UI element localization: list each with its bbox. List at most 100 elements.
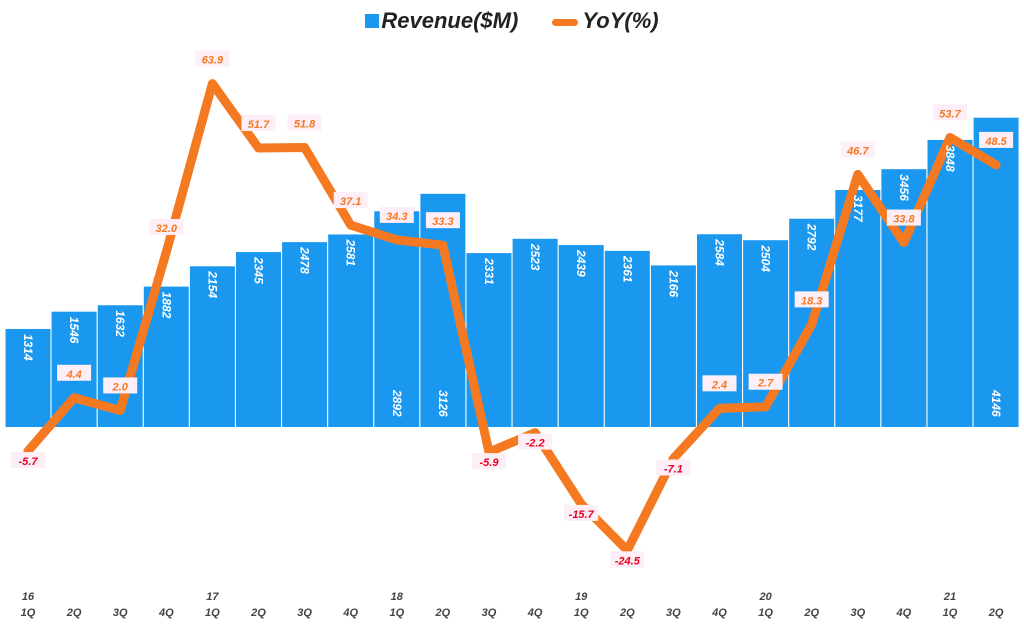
yoy-data-label: 33.8 xyxy=(893,214,915,226)
yoy-label-bg xyxy=(979,131,1014,148)
yoy-label-bg xyxy=(149,219,184,236)
revenue-bar xyxy=(650,265,696,427)
x-quarter-label: 4Q xyxy=(711,607,727,619)
yoy-label-bg xyxy=(840,141,875,158)
revenue-bar xyxy=(282,242,328,427)
x-quarter-label: 4Q xyxy=(158,607,174,619)
revenue-data-label: 2154 xyxy=(205,270,219,298)
revenue-data-label: 2892 xyxy=(390,389,404,417)
yoy-label-bg xyxy=(564,504,599,521)
x-quarter-label: 1Q xyxy=(389,607,404,619)
legend-yoy-label: YoY(%) xyxy=(582,8,659,33)
revenue-bar xyxy=(374,211,420,427)
yoy-data-label: 51.8 xyxy=(294,118,316,130)
revenue-data-label: 2345 xyxy=(252,256,266,284)
x-quarter-label: 1Q xyxy=(943,607,958,619)
x-quarter-label: 2Q xyxy=(619,607,635,619)
x-quarter-label: 2Q xyxy=(988,607,1004,619)
yoy-data-label: 48.5 xyxy=(984,136,1007,148)
yoy-data-label: -7.1 xyxy=(664,463,683,475)
x-quarter-label: 3Q xyxy=(482,607,497,619)
revenue-bar xyxy=(927,139,973,427)
x-quarter-label: 1Q xyxy=(758,607,773,619)
yoy-data-label: 46.7 xyxy=(846,145,869,157)
yoy-label-bg xyxy=(702,375,737,392)
legend-line-swatch xyxy=(552,18,579,26)
x-quarter-label: 3Q xyxy=(850,607,865,619)
yoy-series xyxy=(23,79,1001,555)
yoy-data-label: 34.3 xyxy=(386,211,407,223)
yoy-label-bg xyxy=(518,433,553,450)
yoy-label-bg xyxy=(287,114,322,131)
revenue-bar xyxy=(604,250,650,427)
revenue-bar xyxy=(697,234,742,427)
revenue-bars xyxy=(5,117,1019,427)
yoy-data-label: -5.9 xyxy=(480,457,500,469)
yoy-labels: -5.7 4.4 2.0 32.0 63.9 51.7 51.8 37.1 34.3 33.3 -5… xyxy=(11,50,1014,568)
x-quarter-label: 4Q xyxy=(342,607,358,619)
yoy-label-bg xyxy=(425,212,460,229)
revenue-data-label: 1314 xyxy=(21,334,35,361)
yoy-label-bg xyxy=(933,104,967,121)
legend-bar-swatch xyxy=(365,14,380,28)
revenue-data-label: 1632 xyxy=(113,310,127,337)
yoy-data-label: 2.7 xyxy=(757,378,774,390)
x-quarter-label: 3Q xyxy=(297,607,312,619)
x-quarter-label: 1Q xyxy=(205,607,220,619)
yoy-line xyxy=(23,79,1001,555)
revenue-data-label: 3177 xyxy=(851,195,865,223)
revenue-data-label: 2478 xyxy=(298,246,312,274)
x-year-label: 20 xyxy=(758,591,772,603)
x-year-label: 16 xyxy=(22,591,35,603)
x-quarter-label: 4Q xyxy=(527,607,543,619)
yoy-data-label: -15.7 xyxy=(569,509,595,521)
revenue-data-label: 3848 xyxy=(943,145,957,172)
yoy-data-label: 63.9 xyxy=(202,55,224,67)
yoy-data-label: 2.0 xyxy=(112,381,129,393)
revenue-bar xyxy=(558,245,604,427)
revenue-data-label: 1882 xyxy=(159,292,173,319)
x-quarter-label: 1Q xyxy=(574,607,589,619)
x-quarter-label: 2Q xyxy=(66,607,82,619)
revenue-data-label: 3126 xyxy=(436,390,450,417)
yoy-label-bg xyxy=(886,209,921,226)
yoy-data-label: -5.7 xyxy=(19,456,39,468)
legend-revenue: Revenue($M) xyxy=(365,8,518,33)
yoy-label-bg xyxy=(610,551,645,568)
yoy-data-label: 53.7 xyxy=(939,108,961,120)
x-quarter-label: 1Q xyxy=(21,607,36,619)
revenue-data-label: 2584 xyxy=(713,238,727,266)
yoy-label-bg xyxy=(195,50,230,67)
revenue-data-label: 2792 xyxy=(805,223,819,251)
yoy-label-bg xyxy=(379,206,414,223)
x-year-label: 21 xyxy=(943,591,956,603)
revenue-bar xyxy=(512,238,558,427)
yoy-data-label: -24.5 xyxy=(615,555,641,567)
x-quarter-label: 2Q xyxy=(435,607,451,619)
yoy-label-bg xyxy=(57,364,92,381)
x-quarter-label: 3Q xyxy=(666,607,681,619)
legend-revenue-label: Revenue($M) xyxy=(381,8,519,33)
legend-yoy: YoY(%) xyxy=(552,8,659,33)
legend: Revenue($M) YoY(%) xyxy=(0,8,1024,34)
revenue-bar xyxy=(743,240,789,427)
yoy-label-bg xyxy=(103,377,138,394)
revenue-data-label: 3456 xyxy=(897,174,911,201)
x-year-label: 19 xyxy=(575,591,588,603)
revenue-labels: 1314 1546 1632 1882 2154 2345 2478 2581 2892 3126… xyxy=(21,145,1003,417)
revenue-bar xyxy=(5,328,51,427)
x-quarter-label: 4Q xyxy=(896,607,912,619)
revenue-data-label: 2331 xyxy=(482,257,496,285)
revenue-data-label: 4146 xyxy=(989,389,1003,417)
yoy-data-label: 4.4 xyxy=(65,369,81,381)
x-quarter-label: 2Q xyxy=(803,607,819,619)
yoy-data-label: 32.0 xyxy=(156,223,178,235)
yoy-label-bg xyxy=(472,453,506,470)
revenue-data-label: 1546 xyxy=(67,317,81,344)
revenue-data-label: 2361 xyxy=(620,255,634,283)
yoy-data-label: 2.4 xyxy=(711,379,727,391)
x-year-label: 18 xyxy=(391,591,404,603)
revenue-data-label: 2523 xyxy=(528,243,542,271)
x-quarter-label: 3Q xyxy=(113,607,128,619)
